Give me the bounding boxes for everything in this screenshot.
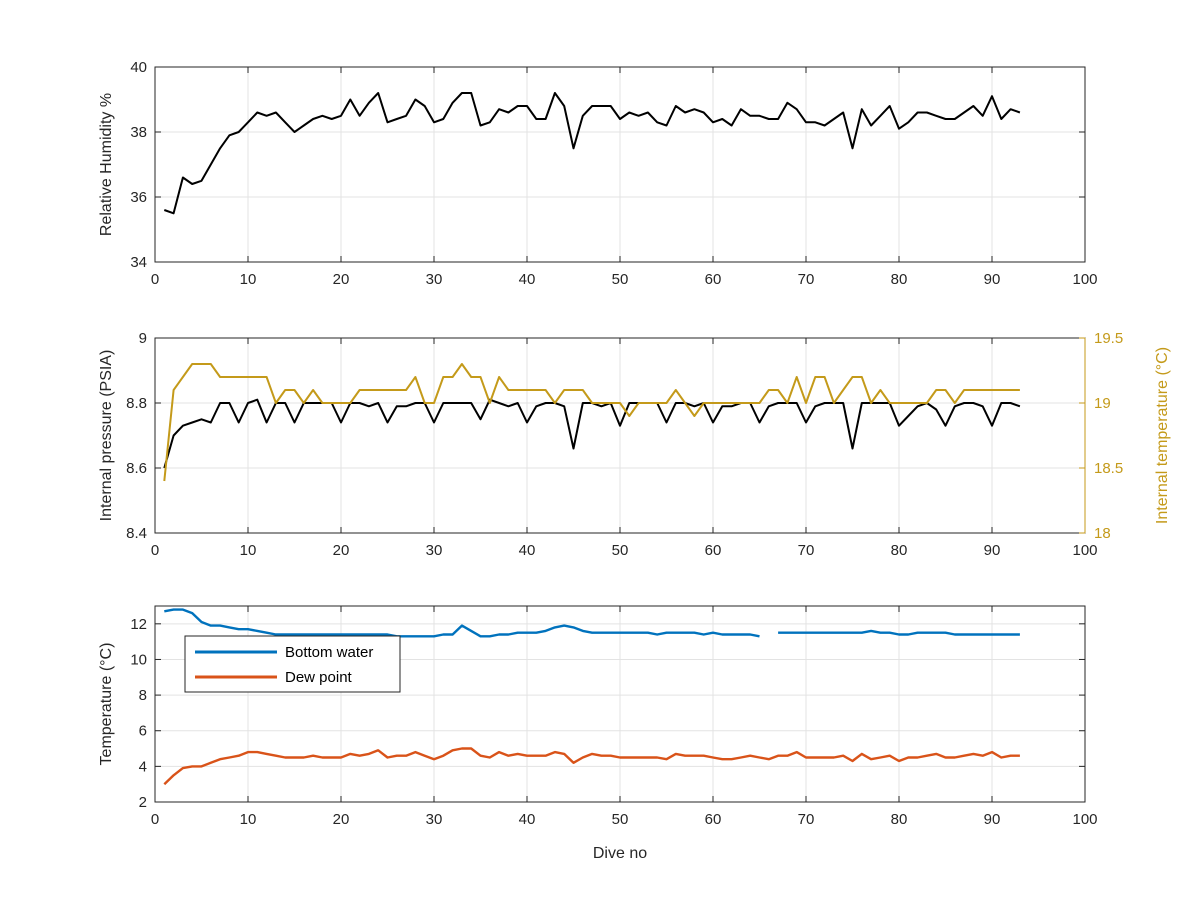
x-tick-label: 70 — [798, 542, 815, 559]
x-tick-label: 80 — [891, 271, 908, 288]
x-tick-label: 10 — [240, 271, 257, 288]
x-tick-label: 10 — [240, 542, 257, 559]
humidity-series — [163, 92, 1021, 215]
y-tick-label: 8.6 — [126, 460, 147, 477]
y-tick-label: 8.4 — [126, 525, 147, 542]
x-tick-label: 70 — [798, 271, 815, 288]
humidity-ticks: 0 10 20 30 40 50 60 70 80 90 100 34 36 38 40 — [130, 59, 1097, 288]
x-tick-label: 30 — [426, 542, 443, 559]
x-tick-label: 30 — [426, 271, 443, 288]
right-y-tick-label: 19 — [1094, 395, 1111, 412]
x-tick-label: 50 — [612, 542, 629, 559]
y-tick-label: 2 — [139, 794, 147, 811]
series-line-0-0 — [163, 92, 1021, 215]
y-tick-label: 4 — [139, 758, 147, 775]
pressure-series — [163, 363, 1021, 482]
pressure-panel: 0 10 20 30 40 50 60 70 80 90 100 8.4 8.6 8.8 9 18 18.5 19… — [98, 330, 1171, 559]
humidity-panel: 0 10 20 30 40 50 60 70 80 90 100 34 36 38 40 Relative … — [98, 59, 1098, 288]
x-tick-label: 100 — [1072, 811, 1097, 828]
x-tick-label: 60 — [705, 542, 722, 559]
legend-box — [184, 635, 401, 693]
x-tick-label: 90 — [984, 271, 1001, 288]
x-tick-label: 20 — [333, 811, 350, 828]
x-tick-label: 60 — [705, 811, 722, 828]
right-y-tick-label: 19.5 — [1094, 330, 1123, 347]
legend-label-bottom-water: Bottom water — [285, 644, 373, 661]
x-tick-label: 20 — [333, 271, 350, 288]
y-tick-label: 34 — [130, 254, 147, 271]
x-tick-label: 0 — [151, 542, 159, 559]
x-tick-label: 90 — [984, 811, 1001, 828]
legend-label-dew-point: Dew point — [285, 669, 353, 686]
y-tick-label: 8 — [139, 687, 147, 704]
pressure-y-axis-label: Internal pressure (PSIA) — [98, 350, 115, 522]
x-tick-label: 90 — [984, 542, 1001, 559]
temperature-ticks: 0 10 20 30 40 50 60 70 80 90 100 2 4 6 8 10 12 — [130, 606, 1098, 828]
x-tick-label: 0 — [151, 271, 159, 288]
y-tick-label: 10 — [130, 651, 147, 668]
y-tick-label: 40 — [130, 59, 147, 76]
temperature-legend: Bottom water Dew point — [184, 635, 401, 693]
internal-temperature-y-axis-label: Internal temperature (°C) — [1154, 347, 1171, 524]
x-tick-label: 20 — [333, 542, 350, 559]
series-line-bottom-water — [164, 608, 1020, 638]
y-tick-label: 38 — [130, 124, 147, 141]
right-y-tick-label: 18.5 — [1094, 460, 1123, 477]
x-tick-label: 30 — [426, 811, 443, 828]
series-line-dew-point — [163, 747, 1020, 786]
x-tick-label: 60 — [705, 271, 722, 288]
x-tick-label: 40 — [519, 271, 536, 288]
x-tick-label: 80 — [891, 542, 908, 559]
x-tick-label: 100 — [1072, 271, 1097, 288]
x-tick-label: 80 — [891, 811, 908, 828]
temperature-x-axis-label: Dive no — [593, 845, 647, 862]
x-tick-label: 70 — [798, 811, 815, 828]
series-line-1-1 — [163, 363, 1020, 482]
x-tick-label: 40 — [519, 811, 536, 828]
y-tick-label: 12 — [130, 616, 147, 633]
x-tick-label: 10 — [240, 811, 257, 828]
x-tick-label: 50 — [612, 271, 629, 288]
right-y-tick-label: 18 — [1094, 525, 1111, 542]
y-tick-label: 36 — [130, 189, 147, 206]
x-tick-label: 40 — [519, 542, 536, 559]
temperature-panel: 0 10 20 30 40 50 60 70 80 90 100 2 4 6 8 10 12 Temperatu… — [98, 605, 1098, 862]
y-tick-label: 6 — [139, 723, 147, 740]
temperature-series — [163, 608, 1020, 786]
y-tick-label: 8.8 — [126, 395, 147, 412]
x-tick-label: 50 — [612, 811, 629, 828]
y-tick-label: 9 — [139, 330, 147, 347]
humidity-y-axis-label: Relative Humidity % — [98, 93, 115, 236]
x-tick-label: 100 — [1072, 542, 1097, 559]
pressure-ticks: 0 10 20 30 40 50 60 70 80 90 100 8.4 8.6 8.8 9 18 18.5 19… — [126, 330, 1123, 559]
temperature-y-axis-label: Temperature (°C) — [98, 643, 115, 766]
x-tick-label: 0 — [151, 811, 159, 828]
